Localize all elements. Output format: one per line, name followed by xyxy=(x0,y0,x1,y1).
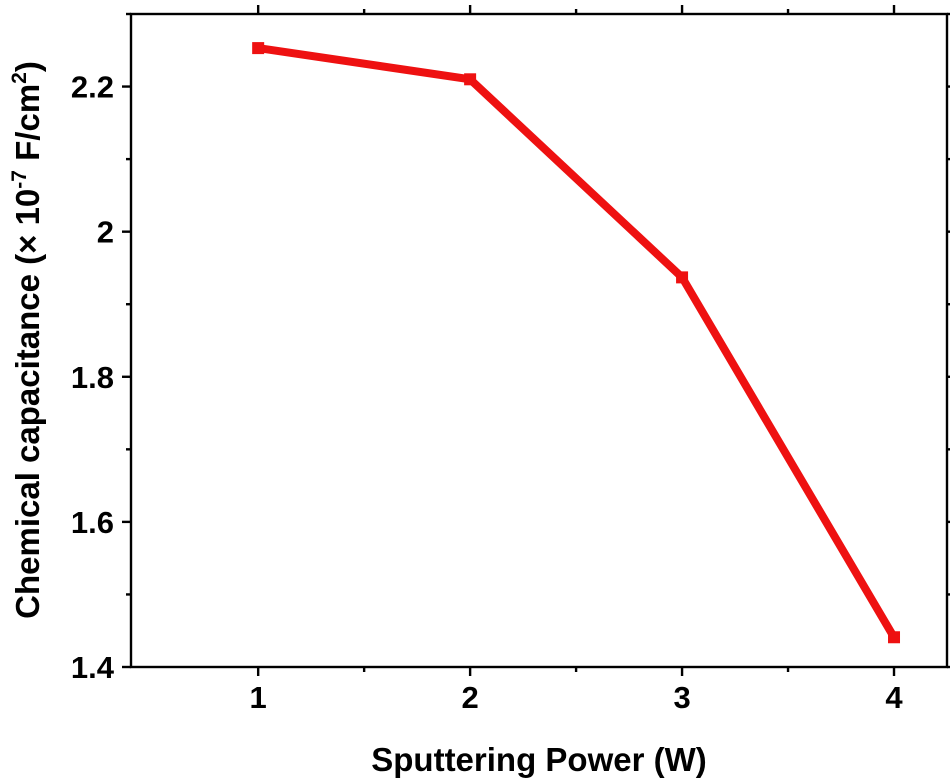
y-tick-label: 1.4 xyxy=(71,650,115,685)
x-tick-label: 4 xyxy=(885,680,903,715)
y-axis-title-unit: F/cm xyxy=(9,84,46,170)
y-axis-title-unit-exponent: 2 xyxy=(8,72,31,84)
y-axis-title-times: × xyxy=(9,235,46,254)
x-tick-label: 2 xyxy=(461,680,478,715)
series-line xyxy=(257,44,898,640)
x-tick-label: 3 xyxy=(673,680,690,715)
x-tick-label: 1 xyxy=(250,680,267,715)
y-axis-title-main: Chemical capacitance ( xyxy=(9,254,46,619)
y-axis-tick-labels: 1.4 1.6 1.8 2 2.2 xyxy=(71,70,115,685)
x-axis-tick-labels: 1 2 3 4 xyxy=(250,680,904,715)
y-tick-label: 2 xyxy=(97,215,114,250)
x-axis-ticks xyxy=(256,5,896,676)
x-axis-title: Sputtering Power (W) xyxy=(371,741,706,778)
y-axis-title: Chemical capacitance (× 10-7 F/cm2) xyxy=(8,61,46,619)
y-tick-label: 2.2 xyxy=(71,70,114,105)
y-axis-ticks xyxy=(122,12,950,669)
y-axis-title-base: 10 xyxy=(9,189,46,235)
data-point-marker xyxy=(676,271,689,284)
y-axis-title-close: ) xyxy=(9,61,46,72)
data-point-marker xyxy=(888,631,901,644)
series-layer xyxy=(252,42,901,644)
data-point-marker xyxy=(252,42,265,55)
y-tick-label: 1.6 xyxy=(71,505,114,540)
y-axis-title-exponent: -7 xyxy=(8,170,31,189)
data-point-marker xyxy=(464,73,477,86)
y-tick-label: 1.8 xyxy=(71,360,114,395)
plot-frame xyxy=(129,12,949,669)
